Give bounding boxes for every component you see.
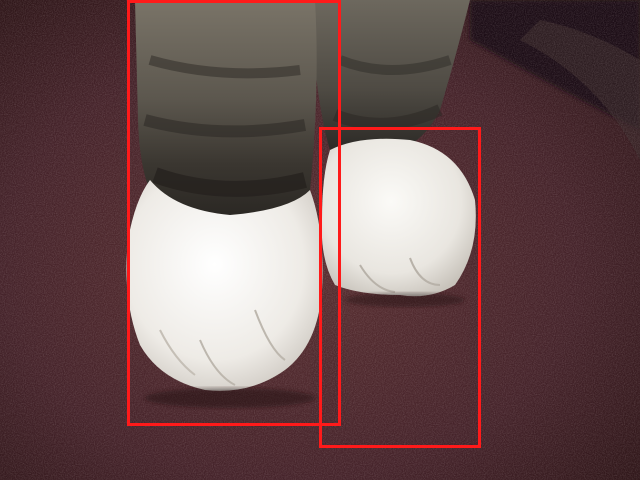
bounding-box-right-paw (319, 127, 481, 448)
left-leg-fur (135, 0, 317, 220)
right-white-paw (321, 138, 476, 297)
left-white-paw (126, 180, 323, 391)
bounding-box-left-paw (127, 0, 341, 426)
